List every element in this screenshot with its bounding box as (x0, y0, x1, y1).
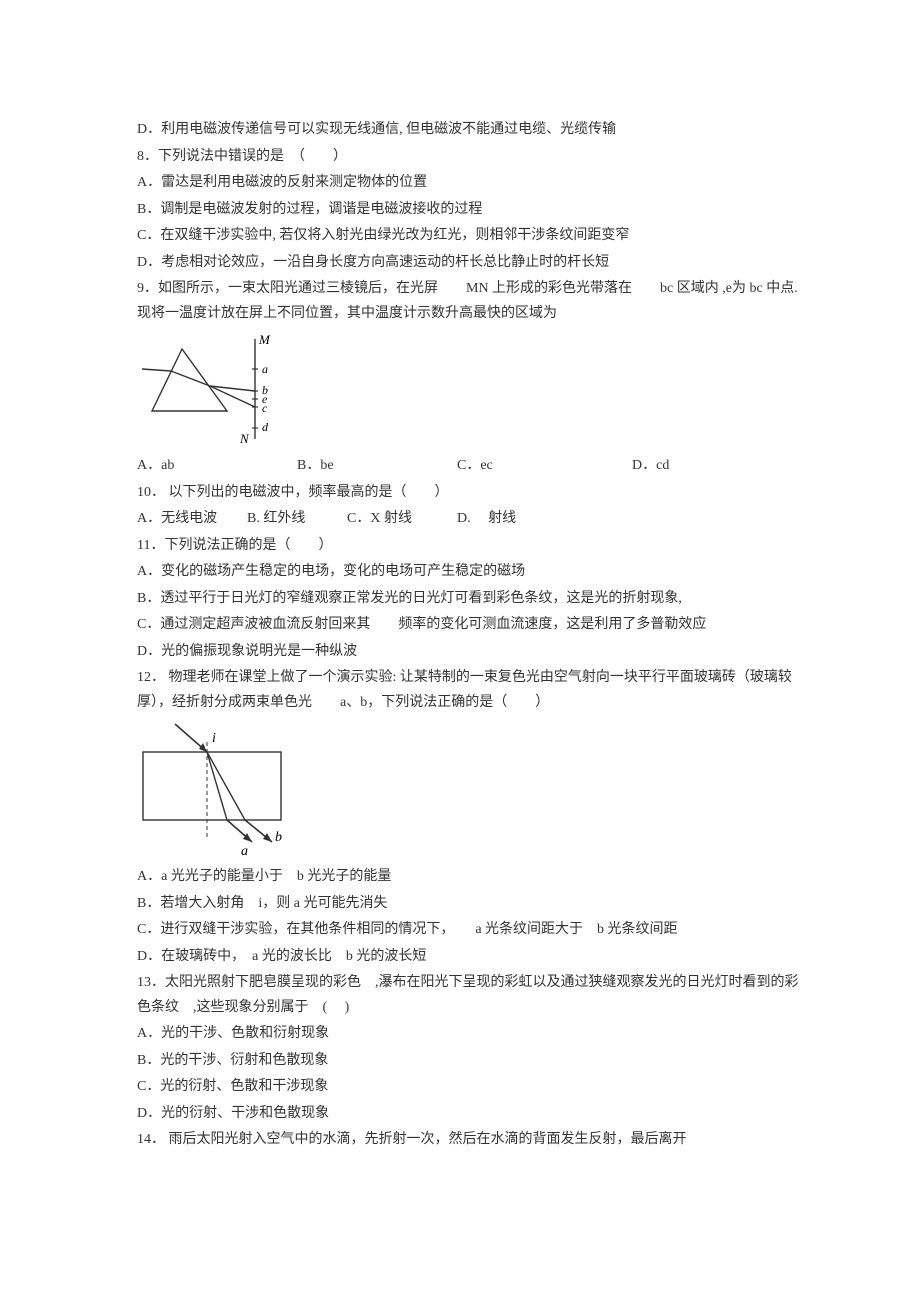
q13-choice-d: D．光的衍射、干涉和色散现象 (137, 1102, 800, 1127)
q12-choice-d: D．在玻璃砖中， a 光的波长比 b 光的波长短 (137, 945, 800, 970)
label-a: a (262, 362, 268, 376)
q9-choice-d: D．cd (632, 454, 742, 479)
q10-choice-b: B. 红外线 (247, 507, 347, 532)
q10-choice-c: C．X 射线 (347, 507, 457, 532)
q8-stem: 8．下列说法中错误的是 （ ） (137, 145, 800, 170)
q11-stem: 11．下列说法正确的是（ ） (137, 534, 800, 559)
glass-svg: i a b (137, 720, 307, 860)
q11-choice-b: B．透过平行于日光灯的窄缝观察正常发光的日光灯可看到彩色条纹，这是光的折射现象, (137, 587, 800, 612)
q11-choice-a: A．变化的磁场产生稳定的电场，变化的电场可产生稳定的磁场 (137, 560, 800, 585)
q14-stem: 14． 雨后太阳光射入空气中的水滴，先折射一次，然后在水滴的背面发生反射，最后离… (137, 1128, 800, 1153)
q13-choice-b: B．光的干涉、衍射和色散现象 (137, 1049, 800, 1074)
label-M: M (258, 332, 271, 347)
label-d: d (262, 420, 269, 434)
q9-choice-a: A．ab (137, 454, 297, 479)
q9-choices: A．ab B．be C．ec D．cd (137, 454, 800, 479)
q12-glass-diagram: i a b (137, 720, 800, 860)
q10-choice-d: D. 射线 (457, 507, 557, 532)
q9-prism-diagram: M a b e c d N (137, 331, 800, 449)
label-i: i (212, 731, 216, 746)
q12-choice-a: A．a 光光子的能量小于 b 光光子的能量 (137, 865, 800, 890)
q10-stem: 10． 以下列出的电磁波中，频率最高的是（ ） (137, 481, 800, 506)
q13-choice-a: A．光的干涉、色散和衍射现象 (137, 1022, 800, 1047)
q9-stem: 9．如图所示，一束太阳光通过三棱镜后，在光屏 MN 上形成的彩色光带落在 bc … (137, 277, 800, 326)
q9-choice-b: B．be (297, 454, 457, 479)
label-b2: b (275, 830, 282, 845)
q10-choices: A．无线电波 B. 红外线 C．X 射线 D. 射线 (137, 507, 800, 532)
prism-svg: M a b e c d N (137, 331, 297, 449)
q11-choice-d: D．光的偏振现象说明光是一种纵波 (137, 640, 800, 665)
label-c: c (262, 401, 268, 415)
label-a2: a (241, 844, 248, 859)
q12-choice-c: C．进行双缝干涉实验，在其他条件相同的情况下， a 光条纹间距大于 b 光条纹间… (137, 918, 800, 943)
q8-choice-b: B．调制是电磁波发射的过程，调谐是电磁波接收的过程 (137, 198, 800, 223)
q11-choice-c: C．通过测定超声波被血流反射回来其 频率的变化可测血流速度，这是利用了多普勒效应 (137, 613, 800, 638)
q13-choice-c: C．光的衍射、色散和干涉现象 (137, 1075, 800, 1100)
q10-choice-a: A．无线电波 (137, 507, 247, 532)
q8-choice-d: D．考虑相对论效应，一沿自身长度方向高速运动的杆长总比静止时的杆长短 (137, 251, 800, 276)
q7-choice-d: D．利用电磁波传递信号可以实现无线通信, 但电磁波不能通过电缆、光缆传输 (137, 118, 800, 143)
label-N: N (239, 431, 250, 446)
q12-choice-b: B．若增大入射角 i，则 a 光可能先消失 (137, 892, 800, 917)
q8-choice-a: A．雷达是利用电磁波的反射来测定物体的位置 (137, 171, 800, 196)
q13-stem: 13．太阳光照射下肥皂膜呈现的彩色 ,瀑布在阳光下呈现的彩虹以及通过狭缝观察发光… (137, 971, 800, 1020)
q9-choice-c: C．ec (457, 454, 632, 479)
q12-stem: 12． 物理老师在课堂上做了一个演示实验: 让某特制的一束复色光由空气射向一块平… (137, 666, 800, 715)
q8-choice-c: C．在双缝干涉实验中, 若仅将入射光由绿光改为红光，则相邻干涉条纹间距变窄 (137, 224, 800, 249)
